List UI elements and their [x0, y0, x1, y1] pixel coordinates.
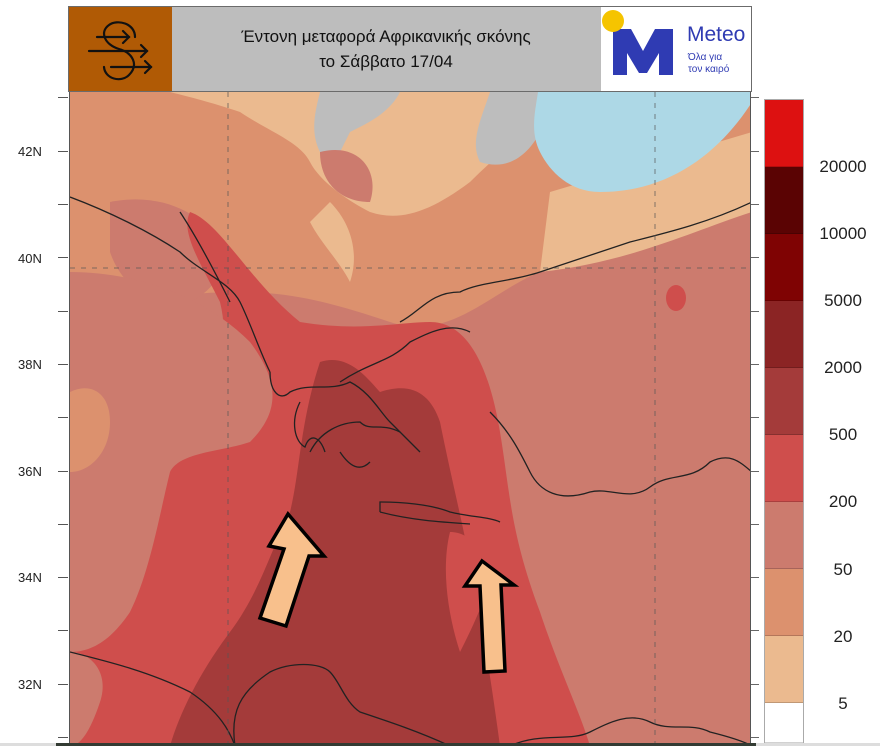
brand-name: Meteo: [687, 23, 746, 46]
bottom-edge-dark: [56, 743, 756, 746]
lat-tick: [58, 311, 68, 312]
right-tick: [751, 204, 759, 205]
colorbar-segment: [765, 100, 803, 167]
dust-transport-arrow-east: [461, 558, 520, 674]
lat-tick: [58, 524, 68, 525]
lat-tick: [58, 737, 68, 738]
colorbar-label-20000: 20000: [819, 157, 867, 176]
right-tick: [751, 151, 759, 152]
brand-tagline: Όλα για τον καιρό: [688, 52, 729, 76]
colorbar-label-10000: 10000: [819, 224, 867, 243]
bottom-edge: [0, 743, 880, 746]
colorbar-segment: [765, 435, 803, 502]
right-tick: [751, 364, 759, 365]
colorbar-legend: [764, 99, 804, 744]
lat-label-36n: 36N: [18, 464, 42, 479]
left-logo: [69, 7, 172, 91]
colorbar-segment: [765, 636, 803, 703]
right-tick: [751, 417, 759, 418]
colorbar-segment: [765, 301, 803, 368]
lat-label-38n: 38N: [18, 357, 42, 372]
colorbar-label-5000: 5000: [824, 291, 862, 310]
right-tick: [751, 737, 759, 738]
colorbar-segment: [765, 368, 803, 435]
right-tick: [751, 97, 759, 98]
lat-tick: [58, 204, 68, 205]
right-tick: [751, 524, 759, 525]
map-canvas: [70, 92, 750, 746]
lat-tick: [58, 684, 68, 685]
right-tick: [751, 257, 759, 258]
right-tick: [751, 311, 759, 312]
lat-tick: [58, 151, 68, 152]
lat-tick: [58, 471, 68, 472]
title-line-1: Έντονη μεταφορά Αφρικανικής σκόνης: [241, 27, 531, 46]
title-line-2: το Σάββατο 17/04: [319, 52, 453, 71]
tagline-line-2: τον καιρό: [688, 64, 730, 75]
lat-tick: [58, 364, 68, 365]
colorbar-label-20: 20: [833, 627, 853, 646]
colorbar-label-2000: 2000: [824, 358, 862, 377]
colorbar-segment: [765, 569, 803, 636]
colorbar-segment: [765, 502, 803, 569]
lat-label-32n: 32N: [18, 677, 42, 692]
lat-label-34n: 34N: [18, 570, 42, 585]
lat-label-42n: 42N: [18, 144, 42, 159]
colorbar-segment: [765, 167, 803, 234]
lat-tick: [58, 257, 68, 258]
right-tick: [751, 577, 759, 578]
right-tick: [751, 630, 759, 631]
lat-tick: [58, 97, 68, 98]
dust-concentration-map: [69, 92, 751, 746]
colorbar-segment: [765, 234, 803, 301]
tagline-line-1: Όλα για: [688, 52, 723, 63]
lat-tick: [58, 630, 68, 631]
colorbar-segment: [765, 703, 803, 743]
meteo-logo: Meteo Όλα για τον καιρό: [601, 7, 751, 91]
colorbar-label-50: 50: [833, 560, 853, 579]
lat-label-40n: 40N: [18, 251, 42, 266]
meteo-m-icon: [602, 10, 673, 75]
header-banner: Έντονη μεταφορά Αφρικανικής σκόνης το Σά…: [68, 6, 752, 92]
colorbar-label-500: 500: [828, 425, 858, 444]
right-tick: [751, 471, 759, 472]
colorbar-label-200: 200: [828, 492, 858, 511]
wind-transport-icon: [87, 21, 153, 81]
colorbar-label-5: 5: [838, 694, 848, 713]
dust-transport-arrow-west: [257, 511, 328, 629]
lat-tick: [58, 417, 68, 418]
map-title: Έντονη μεταφορά Αφρικανικής σκόνης το Σά…: [172, 7, 600, 91]
right-tick: [751, 684, 759, 685]
lat-tick: [58, 577, 68, 578]
